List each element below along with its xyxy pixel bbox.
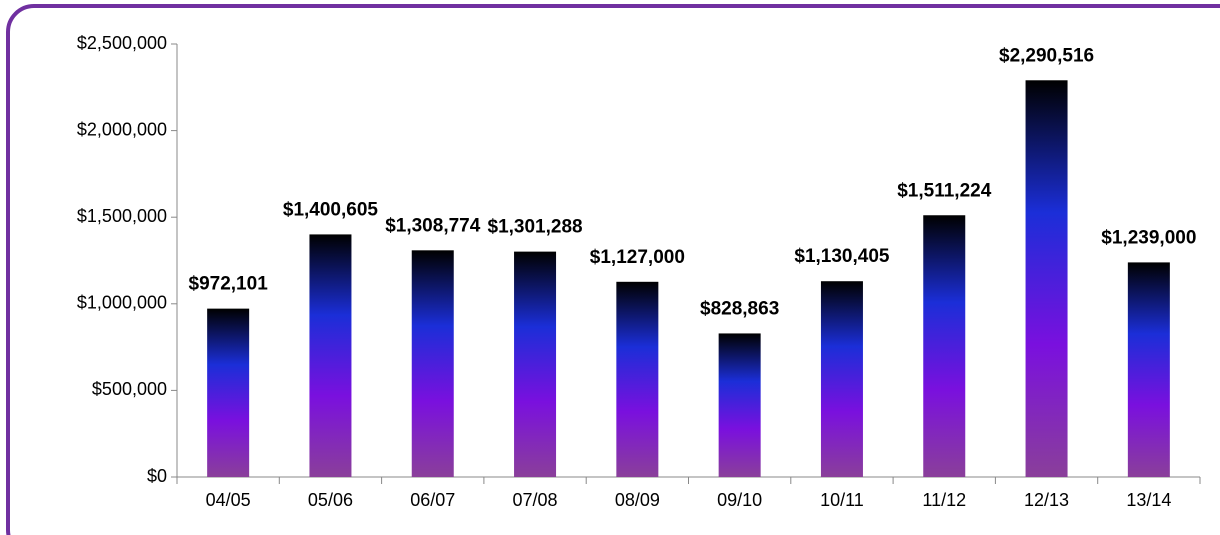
- x-tick-label: 04/05: [206, 490, 251, 510]
- value-label: $1,400,605: [283, 199, 379, 220]
- value-label: $1,301,288: [488, 217, 583, 238]
- bar: [207, 308, 250, 477]
- bar: [616, 281, 659, 477]
- y-tick-label: $1,000,000: [77, 293, 167, 313]
- bar: [514, 251, 557, 477]
- bar: [923, 215, 966, 478]
- value-label: $1,511,224: [897, 180, 991, 201]
- bar: [309, 234, 352, 477]
- value-label: $1,308,774: [385, 215, 481, 236]
- y-tick-label: $500,000: [92, 379, 167, 399]
- x-tick-label: 08/09: [615, 490, 660, 510]
- value-label: $972,101: [189, 274, 269, 295]
- bar: [411, 250, 454, 477]
- y-tick-label: $0: [147, 466, 167, 486]
- x-tick-label: 10/11: [820, 490, 864, 510]
- y-tick-label: $2,500,000: [77, 33, 167, 53]
- x-tick-label: 12/13: [1024, 490, 1069, 510]
- x-tick-label: 13/14: [1126, 490, 1171, 510]
- value-label: $2,290,516: [999, 45, 1094, 66]
- x-tick-label: 05/06: [308, 490, 353, 510]
- value-label: $828,863: [700, 298, 779, 319]
- x-tick-label: 07/08: [513, 490, 558, 510]
- value-label: $1,130,405: [794, 246, 890, 267]
- bar: [1127, 262, 1170, 477]
- bar: [718, 333, 761, 477]
- value-label: $1,127,000: [590, 247, 685, 268]
- y-tick-label: $2,000,000: [77, 119, 167, 139]
- y-tick-label: $1,500,000: [77, 206, 167, 226]
- x-tick-label: 06/07: [410, 490, 455, 510]
- bar: [1025, 80, 1068, 478]
- x-tick-label: 09/10: [717, 490, 762, 510]
- bar: [820, 281, 863, 477]
- value-label: $1,239,000: [1101, 227, 1196, 248]
- x-tick-label: 11/12: [922, 490, 966, 510]
